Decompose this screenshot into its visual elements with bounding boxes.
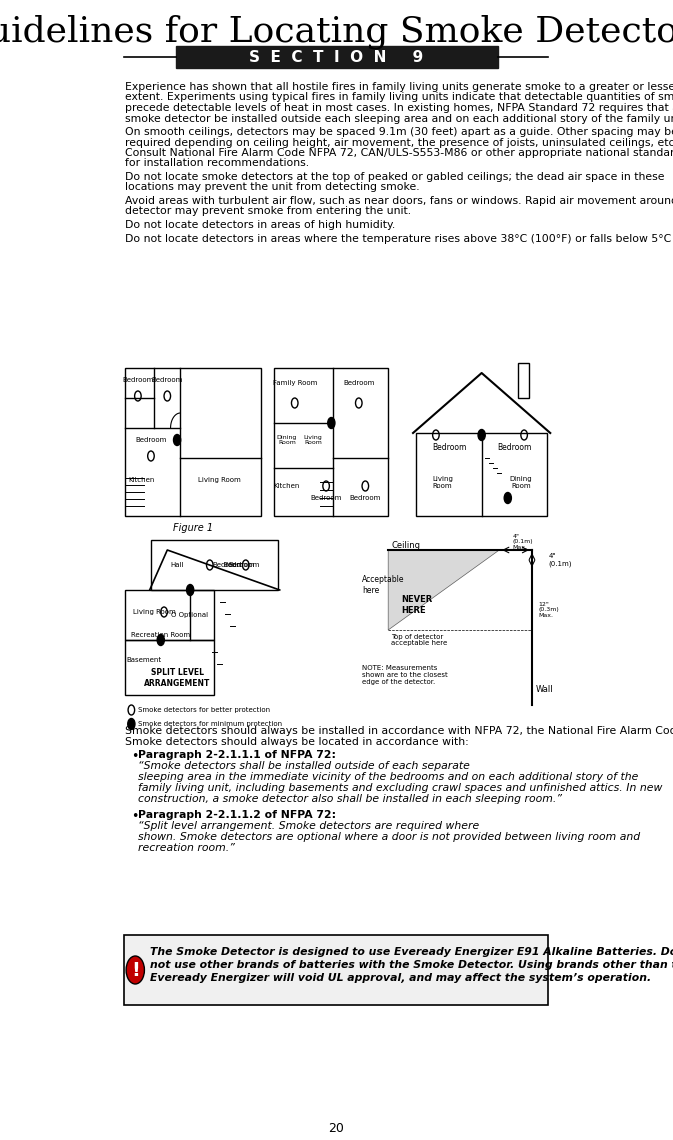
Text: Top of detector
acceptable here: Top of detector acceptable here xyxy=(392,634,448,646)
Text: Smoke detectors for better protection: Smoke detectors for better protection xyxy=(138,707,270,712)
Text: shown. Smoke detectors are optional where a door is not provided between living : shown. Smoke detectors are optional wher… xyxy=(138,832,640,842)
Text: Basement: Basement xyxy=(127,657,162,663)
Text: Bedroom: Bedroom xyxy=(151,377,183,383)
Text: •: • xyxy=(131,811,139,823)
Bar xyxy=(518,363,530,398)
Text: Eveready Energizer will void UL approval, and may affect the system’s operation.: Eveready Energizer will void UL approval… xyxy=(149,974,651,983)
Text: 20: 20 xyxy=(328,1122,345,1134)
Text: Acceptable
here: Acceptable here xyxy=(362,576,404,595)
Text: NOTE: Measurements
shown are to the closest
edge of the detector.: NOTE: Measurements shown are to the clos… xyxy=(362,665,448,685)
Text: 12"
(0.3m)
Max.: 12" (0.3m) Max. xyxy=(538,602,559,618)
Bar xyxy=(417,433,547,516)
Text: Wall: Wall xyxy=(535,685,553,694)
Text: Bedroom: Bedroom xyxy=(135,437,167,443)
Text: Bedroom: Bedroom xyxy=(213,562,244,568)
Text: construction, a smoke detector also shall be installed in each sleeping room.”: construction, a smoke detector also shal… xyxy=(138,793,562,804)
Bar xyxy=(274,368,388,516)
Text: Living Room: Living Room xyxy=(199,477,241,483)
Circle shape xyxy=(504,492,511,504)
Text: detector may prevent smoke from entering the unit.: detector may prevent smoke from entering… xyxy=(125,206,411,217)
Text: Smoke detectors for minimum protection: Smoke detectors for minimum protection xyxy=(138,720,282,727)
Text: precede detectable levels of heat in most cases. In existing homes, NFPA Standar: precede detectable levels of heat in mos… xyxy=(125,103,673,113)
Text: O Optional: O Optional xyxy=(170,612,208,618)
Text: Avoid areas with turbulent air flow, such as near doors, fans or windows. Rapid : Avoid areas with turbulent air flow, suc… xyxy=(125,196,673,206)
Text: Ceiling: Ceiling xyxy=(392,540,421,549)
Text: Paragraph 2-2.1.1.1 of NFPA 72:: Paragraph 2-2.1.1.1 of NFPA 72: xyxy=(138,750,336,760)
Text: !: ! xyxy=(131,961,140,979)
Text: Hall: Hall xyxy=(170,562,184,568)
Text: sleeping area in the immediate vicinity of the bedrooms and on each additional s: sleeping area in the immediate vicinity … xyxy=(138,772,638,782)
Circle shape xyxy=(186,585,194,595)
Bar xyxy=(125,640,215,695)
Text: Bedroom: Bedroom xyxy=(122,377,153,383)
Bar xyxy=(176,46,498,68)
Text: Figure 1: Figure 1 xyxy=(173,523,213,534)
Text: Experience has shown that all hostile fires in family living units generate smok: Experience has shown that all hostile fi… xyxy=(125,82,673,92)
Text: SPLIT LEVEL
ARRANGEMENT: SPLIT LEVEL ARRANGEMENT xyxy=(144,668,210,687)
Text: Bedroom: Bedroom xyxy=(497,443,532,453)
Text: Guidelines for Locating Smoke Detectors: Guidelines for Locating Smoke Detectors xyxy=(0,15,673,49)
Circle shape xyxy=(328,417,335,429)
Text: •: • xyxy=(131,750,139,763)
Text: Bedroom: Bedroom xyxy=(228,562,260,568)
Polygon shape xyxy=(388,549,499,630)
Text: Dining
Room: Dining Room xyxy=(509,477,532,489)
Bar xyxy=(124,935,548,1005)
Text: 4"
(0.1m): 4" (0.1m) xyxy=(548,553,572,567)
Text: “Split level arrangement. Smoke detectors are required where: “Split level arrangement. Smoke detector… xyxy=(138,821,479,831)
Circle shape xyxy=(157,635,164,645)
Text: Paragraph 2-2.1.1.2 of NFPA 72:: Paragraph 2-2.1.1.2 of NFPA 72: xyxy=(138,811,336,820)
Text: Recreation Room: Recreation Room xyxy=(131,632,190,638)
Text: recreation room.”: recreation room.” xyxy=(138,842,235,853)
Text: Do not locate detectors in areas of high humidity.: Do not locate detectors in areas of high… xyxy=(125,220,395,230)
Text: Bedroom: Bedroom xyxy=(343,380,374,386)
Text: The Smoke Detector is designed to use Eveready Energizer E91 Alkaline Batteries.: The Smoke Detector is designed to use Ev… xyxy=(149,947,673,956)
Text: extent. Experiments using typical fires in family living units indicate that det: extent. Experiments using typical fires … xyxy=(125,92,673,103)
Text: required depending on ceiling height, air movement, the presence of joists, unin: required depending on ceiling height, ai… xyxy=(125,138,673,147)
Text: Kitchen: Kitchen xyxy=(274,483,300,489)
Text: On smooth ceilings, detectors may be spaced 9.1m (30 feet) apart as a guide. Oth: On smooth ceilings, detectors may be spa… xyxy=(125,127,673,137)
Text: Living
Room: Living Room xyxy=(432,477,453,489)
Text: Do not locate smoke detectors at the top of peaked or gabled ceilings; the dead : Do not locate smoke detectors at the top… xyxy=(125,172,664,182)
Circle shape xyxy=(174,434,180,446)
Bar xyxy=(125,591,215,640)
Text: Kitchen: Kitchen xyxy=(128,477,154,483)
Text: Bedroom: Bedroom xyxy=(223,562,255,568)
Text: Living
Room: Living Room xyxy=(304,434,322,446)
Text: Bedroom: Bedroom xyxy=(432,443,466,453)
Text: Smoke detectors should always be located in accordance with:: Smoke detectors should always be located… xyxy=(125,736,468,747)
Text: 4"
(0.1m)
Max.: 4" (0.1m) Max. xyxy=(512,534,533,551)
Text: for installation recommendations.: for installation recommendations. xyxy=(125,158,309,169)
Text: smoke detector be installed outside each sleeping area and on each additional st: smoke detector be installed outside each… xyxy=(125,114,673,123)
Text: Bedroom: Bedroom xyxy=(310,495,342,500)
Text: Dining
Room: Dining Room xyxy=(277,434,297,446)
Bar xyxy=(151,540,279,591)
Text: Bedroom: Bedroom xyxy=(350,495,381,500)
Text: Family Room: Family Room xyxy=(273,380,317,386)
Bar xyxy=(125,368,260,516)
Text: S  E  C  T  I  O  N     9: S E C T I O N 9 xyxy=(250,49,424,65)
Text: Smoke detectors should always be installed in accordance with NFPA 72, the Natio: Smoke detectors should always be install… xyxy=(125,726,673,736)
Text: NEVER
HERE: NEVER HERE xyxy=(401,595,433,614)
Text: family living unit, including basements and excluding crawl spaces and unfinishe: family living unit, including basements … xyxy=(138,783,662,793)
Text: locations may prevent the unit from detecting smoke.: locations may prevent the unit from dete… xyxy=(125,182,419,193)
Circle shape xyxy=(126,956,145,984)
Text: Living Room: Living Room xyxy=(133,609,176,614)
Text: Consult National Fire Alarm Code NFPA 72, CAN/ULS-S553-M86 or other appropriate : Consult National Fire Alarm Code NFPA 72… xyxy=(125,148,673,158)
Text: Do not locate detectors in areas where the temperature rises above 38°C (100°F) : Do not locate detectors in areas where t… xyxy=(125,234,673,244)
Circle shape xyxy=(478,430,485,440)
Circle shape xyxy=(128,718,135,730)
Text: not use other brands of batteries with the Smoke Detector. Using brands other th: not use other brands of batteries with t… xyxy=(149,960,673,970)
Text: “Smoke detectors shall be installed outside of each separate: “Smoke detectors shall be installed outs… xyxy=(138,762,470,771)
